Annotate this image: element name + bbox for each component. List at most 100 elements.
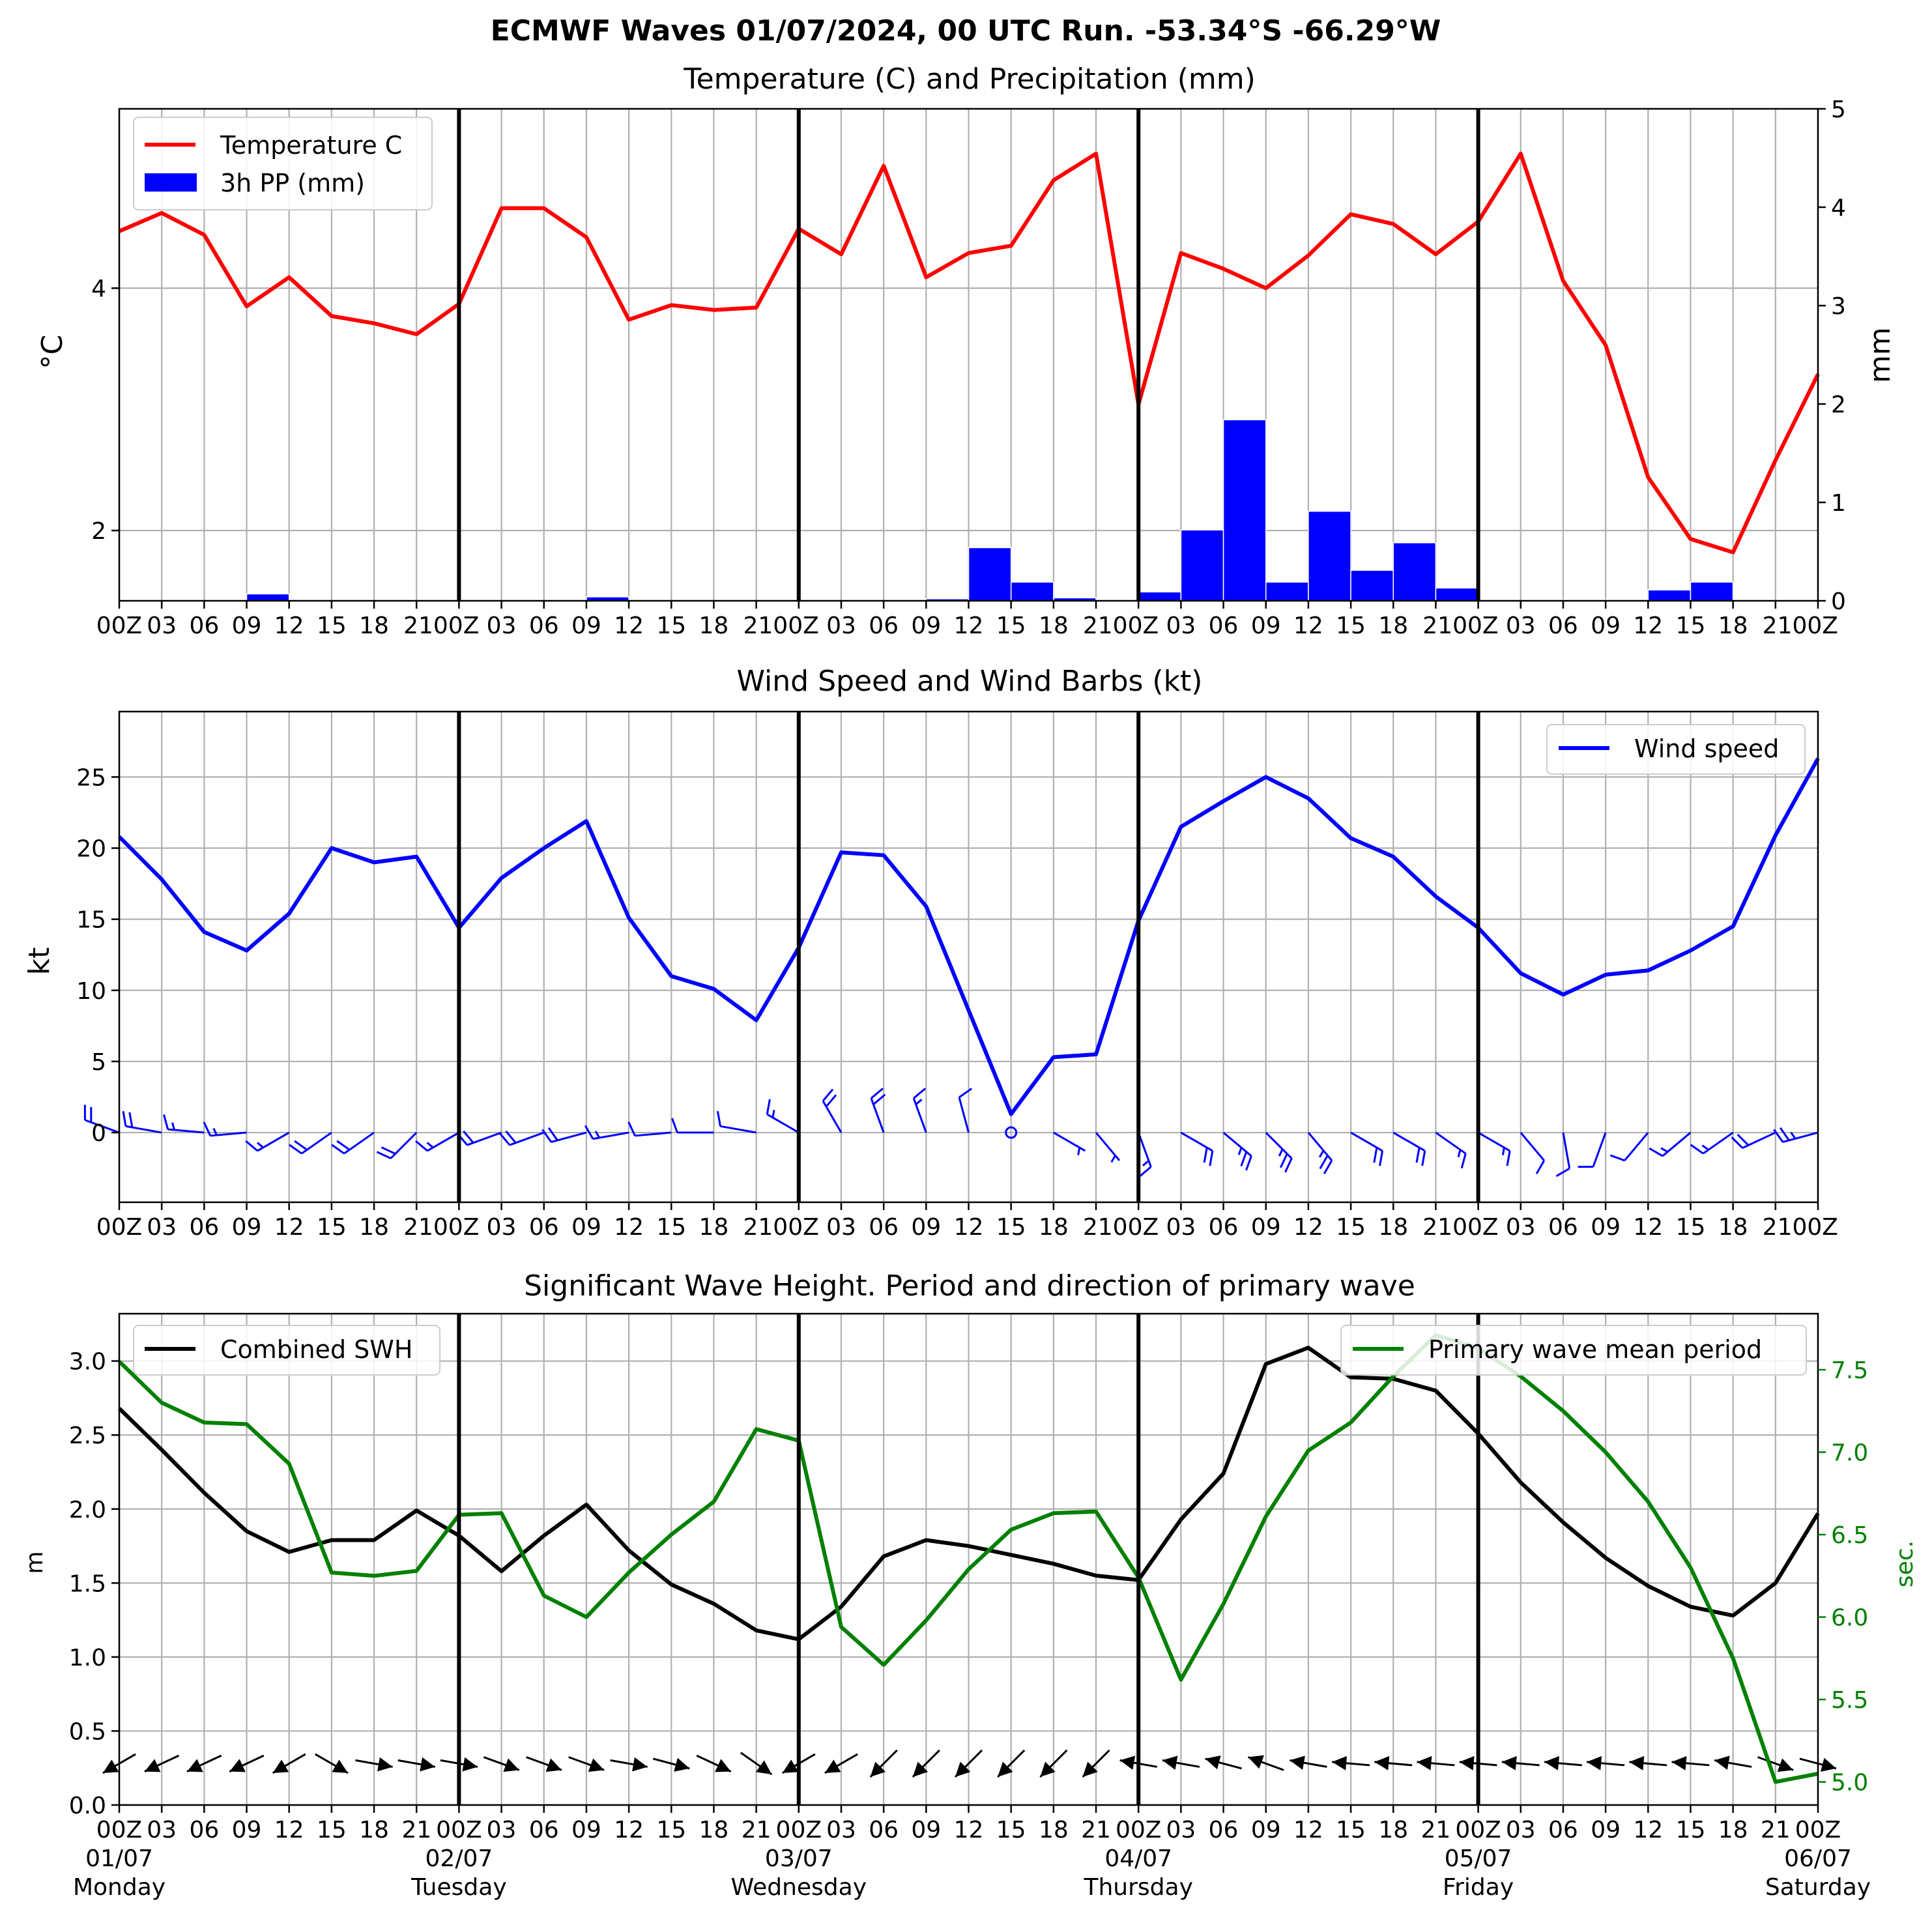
precip-bar [1392, 542, 1437, 601]
x-tick-label: 2100Z [1763, 1214, 1838, 1241]
period-series-line [117, 1333, 1819, 1784]
wind-barb [1731, 1131, 1776, 1149]
y2-tick-label: 5 [1831, 96, 1846, 123]
x-tick-label: 2100Z [403, 1214, 479, 1241]
y-tick-label: 20 [76, 836, 106, 863]
wave-lines [117, 1333, 1820, 1784]
wave-direction-arrow [1501, 1755, 1540, 1770]
x-day-date-label: 04/07 [1104, 1845, 1172, 1872]
wave-direction-arrow [315, 1753, 349, 1774]
x-tick-label: 06 [869, 613, 899, 639]
x-tick-label: 06 [529, 613, 559, 639]
x-tick-label: 18 [1039, 613, 1069, 639]
panel3-ticks: 0.0 0.5 1.0 1.5 2.0 2.5 3.0 5.0 5.5 6.0 6.5 7.0 7.5 0… [69, 1349, 1871, 1901]
x-tick-label: 00Z [436, 1817, 482, 1843]
wind-barb [1095, 1132, 1121, 1163]
panel1-frame [118, 108, 1819, 602]
x-tick-label: 03 [147, 1817, 177, 1843]
wind-barb [870, 1088, 886, 1133]
x-tick-label: 15 [1676, 613, 1706, 639]
wind-barb [331, 1131, 375, 1155]
y2-tick-label: 7.0 [1831, 1440, 1868, 1467]
wind-barb [1773, 1127, 1819, 1143]
precip-bar [1435, 587, 1479, 601]
legend-precip-swatch [145, 173, 197, 192]
panel1-title: Temperature (C) and Precipitation (mm) [683, 63, 1256, 96]
precip-bar [1265, 581, 1309, 601]
x-tick-label: 15 [996, 1817, 1026, 1843]
x-tick-label: 2100Z [743, 1214, 818, 1241]
x-tick-label: 18 [1039, 1214, 1069, 1241]
wind-barb [1350, 1131, 1384, 1166]
precip-bars [246, 419, 1734, 601]
wave-direction-arrow [1757, 1756, 1794, 1772]
wind-barb [1265, 1131, 1293, 1173]
x-tick-label: 15 [317, 1817, 347, 1843]
y2-tick-label: 0 [1831, 588, 1846, 615]
x-tick-label: 09 [1251, 613, 1281, 639]
x-tick-label: 03 [826, 613, 856, 639]
panel2-title: Wind Speed and Wind Barbs (kt) [737, 665, 1203, 698]
x-tick-label: 09 [571, 613, 601, 639]
x-tick-label: 18 [1718, 1817, 1748, 1843]
y-tick-label: 10 [76, 978, 106, 1005]
x-tick-label: 06 [189, 613, 219, 639]
x-tick-label: 15 [1336, 613, 1366, 639]
x-tick-label: 12 [274, 1214, 304, 1241]
wave-direction-arrow [272, 1753, 306, 1774]
wind-barbs [83, 1088, 1819, 1177]
wind-barb [245, 1131, 290, 1152]
wave-direction-arrow [568, 1756, 605, 1772]
x-tick-label: 12 [274, 1817, 304, 1843]
wind-barb [122, 1111, 162, 1134]
y2-tick-label: 5.5 [1831, 1687, 1868, 1714]
wave-direction-arrow [1162, 1755, 1200, 1770]
x-tick-label: 06 [189, 1817, 219, 1843]
panel1-legend: Temperature C 3h PP (mm) [133, 117, 433, 210]
panel3-ylabel: m [22, 1551, 48, 1574]
x-tick-label: 09 [1591, 613, 1621, 639]
wave-direction-arrow [912, 1749, 940, 1778]
x-tick-label: 18 [359, 613, 389, 639]
x-tick-label: 12 [1293, 1214, 1323, 1241]
wave-direction-arrow [1417, 1755, 1455, 1770]
x-tick-label: 00Z [1455, 1817, 1501, 1843]
legend-box [133, 117, 433, 210]
x-tick-label: 15 [996, 1214, 1026, 1241]
wave-direction-arrow [824, 1753, 858, 1774]
x-tick-label: 00Z [96, 1214, 142, 1241]
x-tick-label: 03 [1166, 613, 1196, 639]
temperature-precip-panel: Temperature (C) and Precipitation (mm) °… [36, 63, 1897, 639]
x-tick-label: 2100Z [1422, 1214, 1498, 1241]
wave-direction-arrow [186, 1754, 222, 1773]
wave-direction-arrow [397, 1757, 436, 1772]
legend-box [1546, 724, 1806, 775]
temperature-series-line [118, 151, 1820, 555]
precip-bar [1308, 510, 1351, 601]
x-tick-label: 2100Z [1083, 613, 1159, 639]
wind-barb [766, 1099, 800, 1134]
panel1-ylabel: °C [36, 335, 69, 369]
wave-direction-arrow [1332, 1755, 1370, 1770]
wave-direction-arrow [997, 1749, 1026, 1778]
x-tick-label: 12 [614, 613, 644, 639]
x-tick-label: 18 [1378, 1817, 1408, 1843]
x-tick-label: 03 [1506, 1817, 1536, 1843]
wind-barb [1222, 1131, 1252, 1171]
wave-direction-arrow [1205, 1755, 1242, 1770]
x-tick-label: 09 [232, 1214, 262, 1241]
y-tick-label: 3.0 [69, 1349, 106, 1376]
wind-speed-line [117, 757, 1820, 1116]
wind-barb [1477, 1131, 1511, 1166]
x-tick-label: 00Z [1795, 1817, 1841, 1843]
wave-panel: Significant Wave Height. Period and dire… [22, 1269, 1918, 1901]
x-tick-label: 03 [826, 1817, 856, 1843]
x-tick-label: 03 [487, 613, 517, 639]
wave-direction-arrow [610, 1757, 648, 1772]
x-tick-label: 09 [571, 1817, 601, 1843]
wave-direction-arrow [1290, 1755, 1327, 1770]
x-tick-label: 03 [1506, 613, 1536, 639]
x-tick-label: 12 [1633, 1817, 1663, 1843]
x-tick-label: 21 [401, 1817, 431, 1843]
